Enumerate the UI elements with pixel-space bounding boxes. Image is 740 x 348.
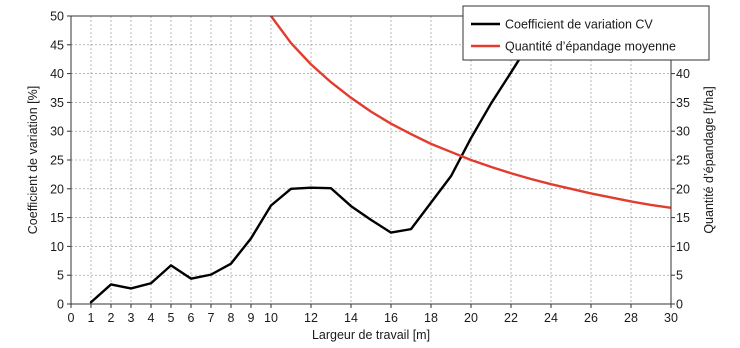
y-tick-label: 35: [50, 96, 64, 110]
x-tick-label: 8: [228, 311, 235, 325]
y-tick-label: 40: [50, 67, 64, 81]
x-tick-label: 6: [188, 311, 195, 325]
y2-tick-label: 35: [676, 96, 690, 110]
y-axis-title: Coefficient de variation [%]: [26, 86, 40, 234]
legend-label-cv: Coefficient de variation CV: [505, 18, 653, 32]
y-tick-label: 45: [50, 38, 64, 52]
legend: Coefficient de variation CV Quantité d’é…: [462, 5, 710, 61]
x-tick-label: 14: [344, 311, 358, 325]
y-tick-label: 50: [50, 10, 64, 24]
x-tick-label: 0: [68, 311, 75, 325]
y-tick-label: 25: [50, 154, 64, 168]
series-line-cv: [89, 52, 525, 304]
y-tick-label: 10: [50, 240, 64, 254]
y2-axis-title: Quantité d’épandage [t/ha]: [702, 86, 716, 233]
y2-tick-label: 5: [676, 269, 683, 283]
x-tick-label: 26: [584, 311, 598, 325]
x-tick-label: 18: [424, 311, 438, 325]
x-tick-label: 2: [108, 311, 115, 325]
x-tick-label: 20: [464, 311, 478, 325]
x-tick-label: 3: [128, 311, 135, 325]
y2-tick-label: 30: [676, 125, 690, 139]
legend-box: [462, 5, 710, 61]
x-tick-label: 4: [148, 311, 155, 325]
tick-labels: 0 1 2 3 4 5 6 7 8 9 10 12 14 16 18 20 22 24 26 28 3005101520…: [50, 10, 690, 326]
y2-tick-label: 25: [676, 154, 690, 168]
y-tick-label: 5: [57, 269, 64, 283]
series-layer: [89, 16, 671, 304]
x-tick-label: 24: [544, 311, 558, 325]
legend-label-quantite: Quantité d’épandage moyenne: [505, 40, 676, 54]
x-tick-label: 10: [264, 311, 278, 325]
y-tick-label: 15: [50, 211, 64, 225]
axis-ticks: [67, 15, 675, 308]
x-tick-label: 9: [248, 311, 255, 325]
x-tick-label: 28: [624, 311, 638, 325]
x-axis-title: Largeur de travail [m]: [312, 328, 430, 342]
x-tick-label: 16: [384, 311, 398, 325]
y2-tick-label: 15: [676, 211, 690, 225]
y-tick-label: 30: [50, 125, 64, 139]
x-tick-label: 12: [304, 311, 318, 325]
y2-tick-label: 0: [676, 298, 683, 312]
x-tick-label: 1: [88, 311, 95, 325]
y2-tick-label: 40: [676, 67, 690, 81]
y2-tick-label: 20: [676, 182, 690, 196]
y-tick-label: 20: [50, 182, 64, 196]
x-tick-label: 22: [504, 311, 518, 325]
series-line-quantite: [269, 16, 671, 210]
x-tick-label: 5: [168, 311, 175, 325]
y-tick-label: 0: [57, 298, 64, 312]
y2-tick-label: 10: [676, 240, 690, 254]
x-tick-label: 30: [664, 311, 678, 325]
x-tick-label: 7: [208, 311, 215, 325]
